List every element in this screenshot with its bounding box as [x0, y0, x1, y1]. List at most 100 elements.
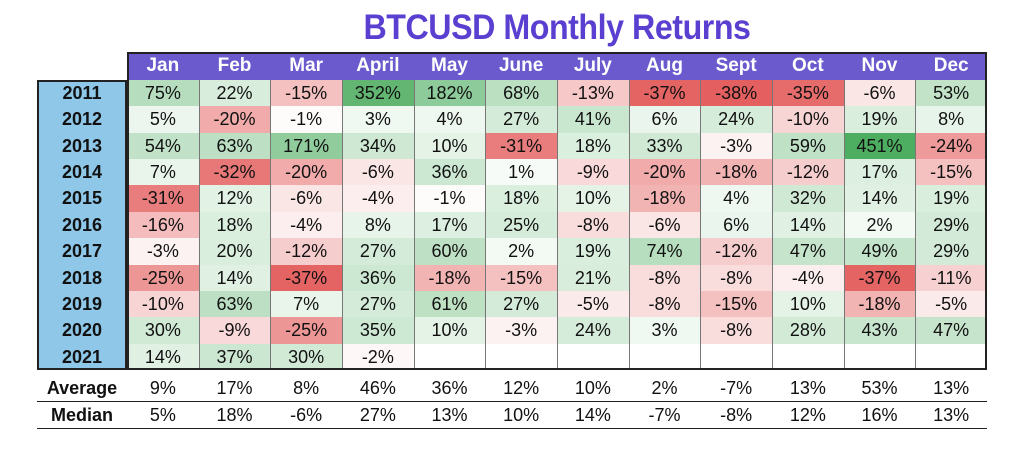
heatmap-cell: 14% [772, 211, 844, 239]
heatmap-cell: 12% [198, 185, 271, 212]
heatmap-cell: 4% [700, 185, 772, 212]
column-divider [772, 80, 773, 370]
heatmap-cell: -18% [843, 290, 916, 318]
heatmap-cell: -1% [413, 185, 486, 212]
heatmap-cell: 451% [843, 132, 916, 160]
heatmap-cell: -6% [843, 80, 916, 107]
year-label: 2019 [61, 293, 103, 314]
column-divider [700, 80, 702, 370]
heatmap-cell: -10% [772, 106, 844, 133]
heatmap-cell: 32% [772, 185, 844, 212]
heatmap-cell: 59% [772, 132, 844, 160]
heatmap-cell: 17% [843, 159, 916, 186]
month-header: May [431, 55, 468, 76]
heatmap-cell [485, 343, 557, 370]
summary-cell: 17% [216, 378, 253, 398]
heatmap-cell: 27% [485, 290, 557, 318]
month-header: Nov [861, 55, 898, 76]
heatmap-cell: 22% [198, 80, 271, 107]
heatmap-cell: 2% [843, 211, 916, 239]
heatmap-cell: -20% [270, 159, 342, 186]
heatmap-cell: -8% [628, 290, 701, 318]
heatmap-cell: 17% [413, 211, 486, 239]
summary-cell: -6% [290, 405, 323, 425]
heatmap-cell: -25% [270, 317, 342, 344]
heatmap-cell: 28% [772, 317, 844, 344]
heatmap-cell: -10% [127, 290, 199, 318]
heatmap-cell: 30% [270, 343, 342, 370]
year-label: 2012 [61, 109, 103, 130]
heatmap-cell: 7% [127, 159, 199, 186]
heatmap-cell: -31% [127, 185, 199, 212]
heatmap-cell: 61% [413, 290, 486, 318]
heatmap-cell: -8% [700, 264, 772, 291]
heatmap-cell: 75% [127, 80, 199, 107]
summary-cell: 13% [431, 405, 468, 425]
heatmap-cell: -12% [772, 159, 844, 186]
summary-cell: 13% [933, 378, 970, 398]
heatmap-cell: -3% [700, 132, 772, 160]
heatmap-cell: 41% [557, 106, 629, 133]
heatmap-cell [915, 343, 987, 370]
heatmap-cell: -2% [342, 343, 414, 370]
summary-label: Average [46, 378, 118, 398]
heatmap-cell: 37% [198, 343, 271, 370]
year-label: 2018 [61, 267, 103, 288]
heatmap-cell: 35% [342, 317, 414, 344]
year-label: 2015 [61, 188, 103, 209]
year-label: 2011 [62, 83, 102, 103]
column-divider [557, 80, 558, 370]
year-label: 2017 [61, 241, 103, 262]
heatmap-cell [843, 343, 916, 370]
summary-cell: 5% [149, 405, 176, 425]
summary-cell: 12% [789, 405, 826, 425]
heatmap-cell: -20% [198, 106, 271, 133]
heatmap-cell: 68% [485, 80, 557, 107]
summary-cell: 36% [431, 378, 468, 398]
summary-cell: 12% [503, 378, 540, 398]
summary-cell: 14% [574, 405, 611, 425]
heatmap-cell: -5% [915, 290, 987, 318]
heatmap-cell: 5% [127, 106, 199, 133]
heatmap-cell: 25% [485, 211, 557, 239]
heatmap-cell: -6% [342, 159, 414, 186]
heatmap-cell: 33% [628, 132, 701, 160]
month-header: July [573, 55, 612, 76]
summary-cell: -7% [648, 405, 681, 425]
heatmap-cell: -35% [772, 80, 844, 107]
heatmap-cell: 19% [843, 106, 916, 133]
heatmap-cell: 49% [843, 238, 916, 265]
column-divider [198, 80, 200, 370]
heatmap-cell: 47% [772, 238, 844, 265]
month-header: April [356, 55, 400, 76]
heatmap-cell: 29% [915, 238, 987, 265]
heatmap-cell: -18% [700, 159, 772, 186]
heatmap-cell: 10% [413, 132, 486, 160]
heatmap-cell: 18% [557, 132, 629, 160]
summary-cell: 13% [789, 378, 826, 398]
heatmap-cell: -38% [700, 80, 772, 107]
heatmap-cell: 36% [413, 159, 486, 186]
summary-label: Median [50, 405, 113, 425]
month-header: Jan [146, 55, 180, 76]
year-label: 2021 [61, 346, 103, 367]
month-header: Mar [289, 55, 324, 76]
heatmap-cell: 24% [557, 317, 629, 344]
heatmap-cell: 63% [198, 132, 271, 160]
heatmap-cell: 10% [413, 317, 486, 344]
year-label: 2014 [61, 162, 103, 183]
heatmap-cell: 14% [843, 185, 916, 212]
heatmap-cell: -15% [700, 290, 772, 318]
summary-cell: 13% [933, 405, 970, 425]
heatmap-cell: -15% [270, 80, 342, 107]
heatmap-cell: 53% [915, 80, 987, 107]
heatmap-cell: 60% [413, 238, 486, 265]
heatmap-cell: 63% [198, 290, 271, 318]
summary-cell: -8% [720, 405, 753, 425]
month-header: Feb [217, 55, 252, 76]
column-divider [843, 80, 845, 370]
summary-underline [37, 401, 987, 402]
heatmap-cell: 36% [342, 264, 414, 291]
heatmap-cell: -20% [628, 159, 701, 186]
heatmap-cell: -3% [485, 317, 557, 344]
